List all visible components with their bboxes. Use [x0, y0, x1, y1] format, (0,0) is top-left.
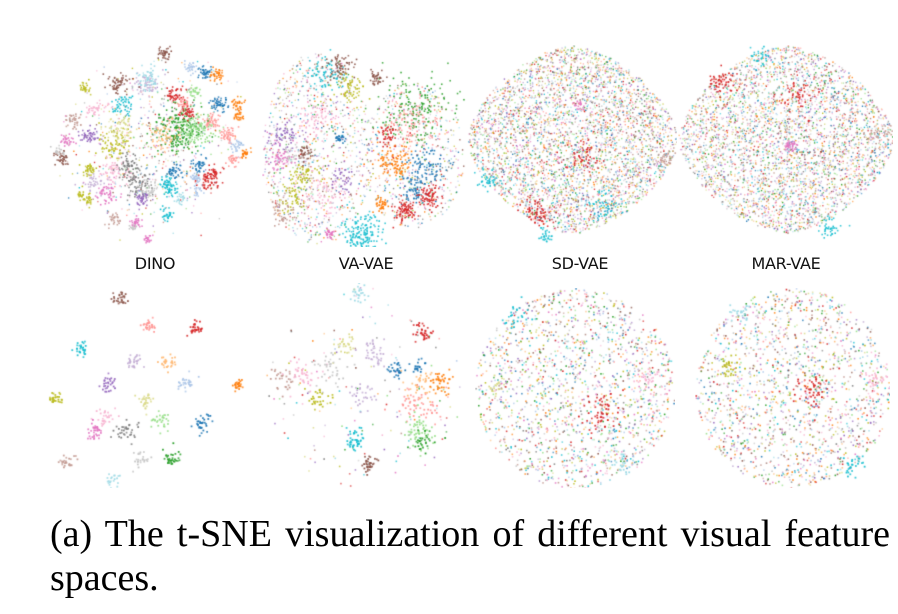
- scatter-dino-dense: [45, 42, 260, 247]
- figure-caption: (a) The t-SNE visualization of different…: [50, 513, 890, 599]
- scatter-sdvae-dense: [467, 45, 677, 245]
- label-dino: DINO: [134, 254, 176, 273]
- scatter-marvae-dense: [678, 45, 893, 245]
- scatter-sdvae-sparse: [475, 288, 675, 488]
- scatter-vavae-dense: [262, 42, 472, 247]
- label-sdvae: SD-VAE: [551, 254, 609, 273]
- scatter-dino-sparse: [45, 283, 255, 488]
- tsne-figure: DINO VA-VAE SD-VAE MAR-VAE: [45, 42, 893, 488]
- scatter-vavae-sparse: [262, 283, 462, 488]
- label-vavae: VA-VAE: [338, 254, 394, 273]
- label-marvae: MAR-VAE: [751, 254, 821, 273]
- scatter-marvae-sparse: [695, 288, 890, 488]
